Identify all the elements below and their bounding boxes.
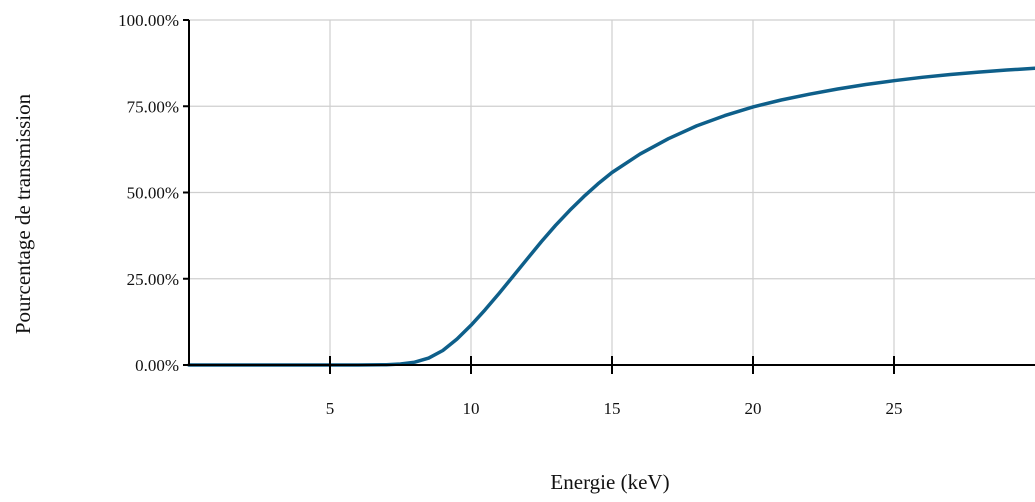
x-tick-label: 25 [886, 399, 903, 418]
y-tick-label: 75.00% [127, 97, 179, 116]
y-tick-label: 50.00% [127, 184, 179, 203]
x-tick-label: 5 [326, 399, 335, 418]
x-tick-label: 15 [604, 399, 621, 418]
x-axis-title: Energie (keV) [550, 470, 669, 494]
x-tick-label: 10 [463, 399, 480, 418]
grid [189, 19, 1035, 365]
y-tick-label: 25.00% [127, 270, 179, 289]
tick-labels: 0.00% 25.00% 50.00% 75.00% 100.00% 5 10 15 20 25 [118, 11, 902, 418]
axes [183, 19, 1035, 374]
y-axis-title: Pourcentage de transmission [11, 93, 35, 334]
y-tick-label: 100.00% [118, 11, 179, 30]
y-tick-label: 0.00% [135, 356, 179, 375]
x-tick-label: 20 [745, 399, 762, 418]
